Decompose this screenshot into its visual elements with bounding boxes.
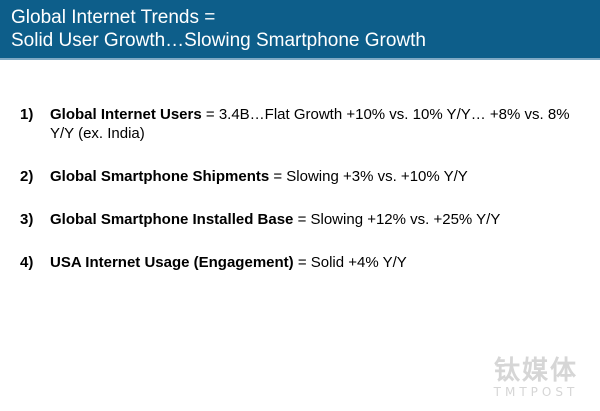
watermark-english: TMTPOST bbox=[493, 385, 579, 399]
trend-number: 1) bbox=[20, 106, 34, 123]
slide-header: Global Internet Trends = Solid User Grow… bbox=[0, 0, 600, 58]
trend-item-4: 4) USA Internet Usage (Engagement) = Sol… bbox=[20, 253, 580, 272]
trend-number: 3) bbox=[20, 211, 34, 228]
trend-number: 2) bbox=[20, 168, 34, 185]
trend-detail: = Solid +4% Y/Y bbox=[293, 254, 407, 271]
trend-body: Global Smartphone Installed Base = Slowi… bbox=[50, 210, 580, 229]
trend-item-1: 1) Global Internet Users = 3.4B…Flat Gro… bbox=[20, 105, 580, 143]
trend-list: 1) Global Internet Users = 3.4B…Flat Gro… bbox=[20, 105, 580, 272]
slide-title-line-1: Global Internet Trends = bbox=[11, 7, 216, 28]
trend-body: Global Smartphone Shipments = Slowing +3… bbox=[50, 167, 580, 186]
slide-title: Global Internet Trends = Solid User Grow… bbox=[11, 6, 426, 52]
trend-item-3: 3) Global Smartphone Installed Base = Sl… bbox=[20, 210, 580, 229]
trend-body: Global Internet Users = 3.4B…Flat Growth… bbox=[50, 105, 580, 143]
trend-lead: Global Smartphone Installed Base bbox=[50, 211, 294, 228]
trend-lead: USA Internet Usage (Engagement) bbox=[50, 254, 294, 271]
trend-lead: Global Internet Users bbox=[50, 106, 202, 123]
trend-detail: = 3.4B…Flat Growth +10% vs. 10% Y/Y… +8%… bbox=[50, 106, 570, 142]
trend-lead: Global Smartphone Shipments bbox=[50, 168, 270, 185]
trend-number: 4) bbox=[20, 254, 34, 271]
slide-title-line-2: Solid User Growth…Slowing Smartphone Gro… bbox=[11, 30, 427, 51]
watermark-chinese: 钛媒体 bbox=[493, 356, 578, 386]
header-divider bbox=[0, 58, 600, 60]
watermark-logo: 钛媒体 TMTPOST bbox=[486, 357, 586, 399]
trend-detail: = Slowing +3% vs. +10% Y/Y bbox=[269, 168, 468, 185]
trend-item-2: 2) Global Smartphone Shipments = Slowing… bbox=[20, 167, 580, 186]
trend-detail: = Slowing +12% vs. +25% Y/Y bbox=[293, 211, 501, 228]
trend-body: USA Internet Usage (Engagement) = Solid … bbox=[50, 253, 580, 272]
